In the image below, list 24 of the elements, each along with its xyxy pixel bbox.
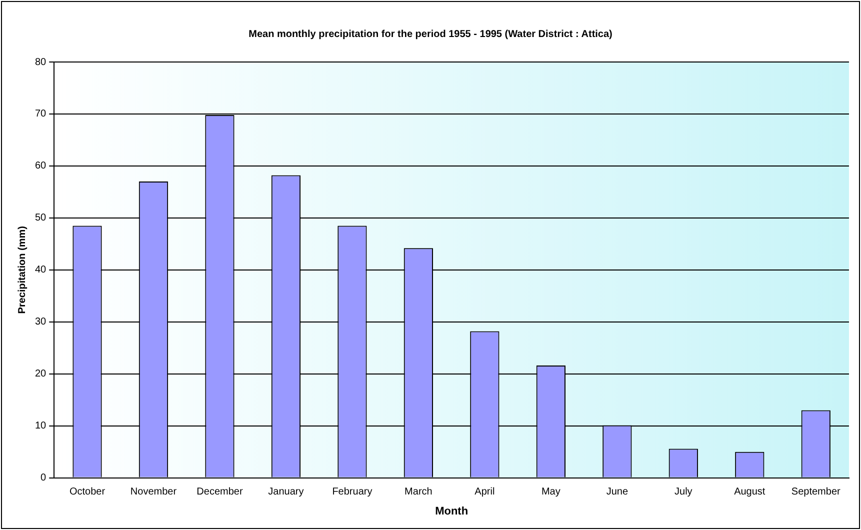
x-tick-label: November	[130, 486, 178, 498]
chart-title: Mean monthly precipitation for the period 1955 - 1995 (Water District : Attica)	[248, 28, 612, 40]
x-tick-label: August	[734, 486, 766, 498]
x-tick-label: May	[541, 486, 560, 498]
x-tick-label: December	[196, 486, 244, 498]
x-tick-label: January	[268, 486, 304, 498]
x-tick-label: March	[404, 486, 432, 498]
y-tick-label: 20	[35, 368, 47, 380]
x-tick-label: February	[332, 486, 372, 498]
y-tick-label: 0	[40, 472, 47, 484]
y-tick-label: 70	[35, 108, 47, 120]
y-tick-label: 60	[35, 160, 47, 172]
x-tick-label: June	[606, 486, 628, 498]
x-tick-label: September	[791, 486, 842, 498]
y-axis-title: Precipitation (mm)	[16, 226, 28, 314]
x-axis-title: Month	[435, 505, 468, 518]
x-tick-label: July	[674, 486, 692, 498]
y-tick-label: 50	[35, 212, 47, 224]
y-tick-label: 80	[35, 56, 47, 68]
y-tick-label: 10	[35, 420, 47, 432]
y-tick-label: 40	[35, 264, 47, 276]
x-tick-label: April	[474, 486, 495, 498]
y-tick-label: 30	[35, 316, 47, 328]
x-tick-label: October	[69, 486, 106, 498]
